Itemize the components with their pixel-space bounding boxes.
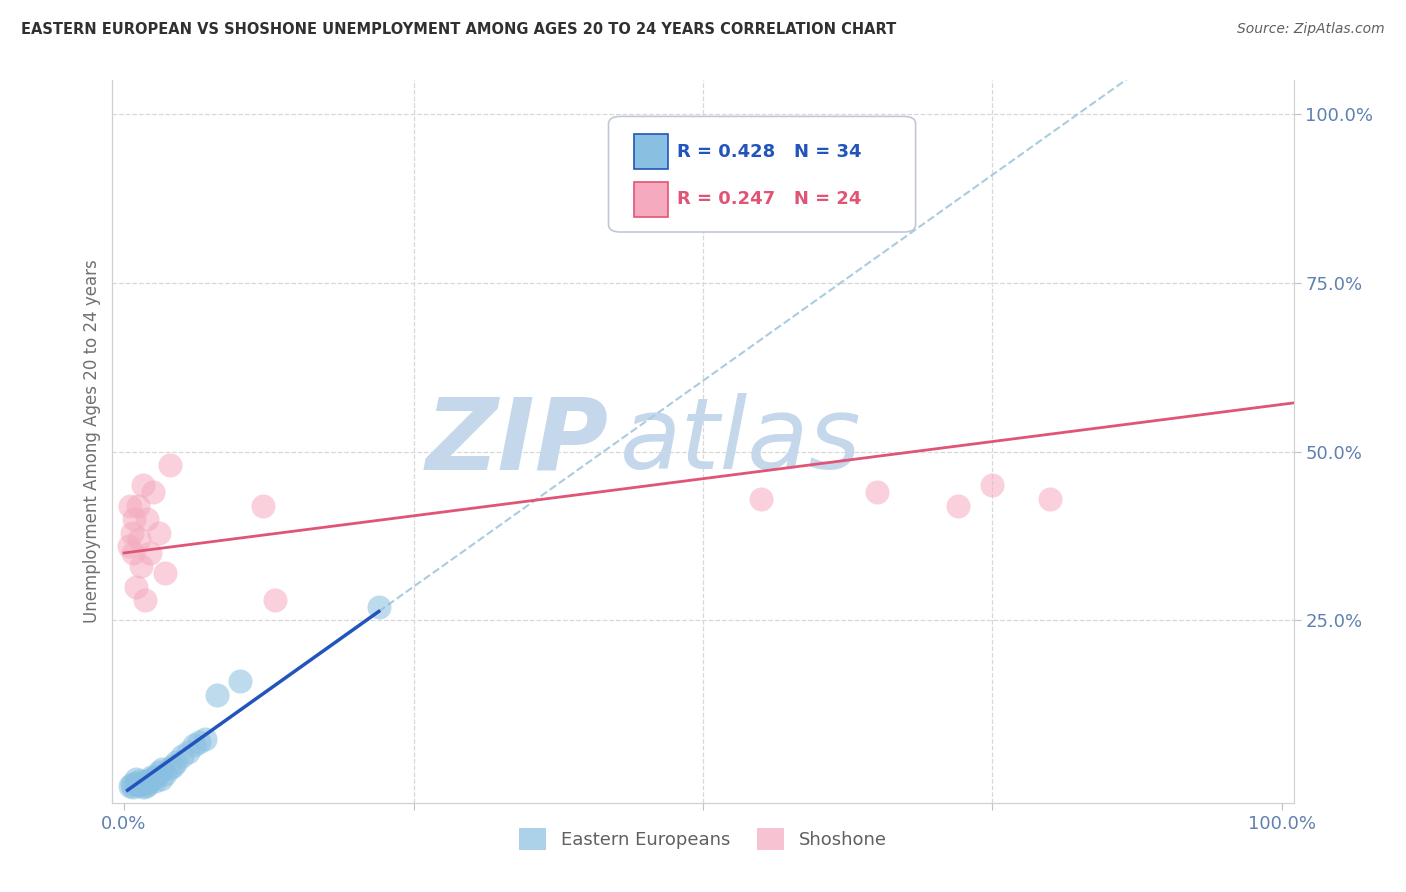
Legend: Eastern Europeans, Shoshone: Eastern Europeans, Shoshone (510, 819, 896, 859)
Point (138, 772, 160, 787)
Point (150, 772, 173, 787)
Point (128, 533, 150, 547)
Point (153, 566, 176, 581)
Point (148, 525, 170, 540)
Point (118, 539, 141, 553)
Point (138, 546, 160, 560)
FancyBboxPatch shape (609, 116, 915, 232)
Point (121, 777, 143, 791)
Point (1039, 491, 1062, 506)
Text: EASTERN EUROPEAN VS SHOSHONE UNEMPLOYMENT AMONG AGES 20 TO 24 YEARS CORRELATION : EASTERN EUROPEAN VS SHOSHONE UNEMPLOYMEN… (21, 22, 897, 37)
Bar (634, 135, 668, 169)
Point (252, 499, 274, 513)
Text: R = 0.247   N = 24: R = 0.247 N = 24 (678, 190, 862, 209)
Point (749, 491, 772, 506)
Text: Source: ZipAtlas.com: Source: ZipAtlas.com (1237, 22, 1385, 37)
Point (143, 774, 166, 789)
Point (131, 478, 153, 492)
Point (136, 775, 159, 789)
Text: R = 0.428   N = 34: R = 0.428 N = 34 (678, 143, 862, 161)
Point (165, 756, 187, 770)
Point (124, 580, 146, 594)
Point (124, 772, 146, 787)
Point (135, 779, 157, 793)
Point (148, 765, 170, 780)
Point (128, 774, 150, 789)
Point (194, 731, 217, 746)
Point (118, 779, 141, 793)
Point (136, 512, 159, 526)
Point (142, 772, 165, 786)
Point (127, 778, 149, 792)
Point (122, 546, 145, 560)
Point (367, 599, 389, 614)
Point (138, 777, 160, 791)
Point (124, 775, 146, 789)
Point (121, 525, 143, 540)
Point (131, 778, 153, 792)
Point (127, 499, 149, 513)
Point (981, 478, 1004, 492)
Point (142, 485, 165, 500)
Point (134, 773, 156, 788)
Point (131, 780, 153, 794)
Point (162, 758, 184, 772)
Text: atlas: atlas (620, 393, 862, 490)
Point (866, 485, 889, 500)
Point (153, 767, 176, 781)
Y-axis label: Unemployment Among Ages 20 to 24 years: Unemployment Among Ages 20 to 24 years (83, 260, 101, 624)
Point (124, 512, 146, 526)
Point (131, 559, 153, 574)
Point (150, 762, 173, 776)
Point (170, 748, 193, 763)
Point (122, 780, 145, 795)
Text: ZIP: ZIP (426, 393, 609, 490)
Point (177, 745, 200, 759)
Point (205, 688, 228, 702)
Point (229, 674, 252, 689)
Bar (634, 182, 668, 217)
Point (118, 499, 141, 513)
Point (159, 458, 181, 472)
Point (145, 769, 167, 783)
Point (132, 776, 155, 790)
Point (183, 739, 205, 753)
Point (263, 593, 285, 607)
Point (188, 735, 211, 749)
Point (159, 761, 181, 775)
Point (134, 593, 156, 607)
Point (946, 499, 969, 513)
Point (139, 770, 162, 784)
